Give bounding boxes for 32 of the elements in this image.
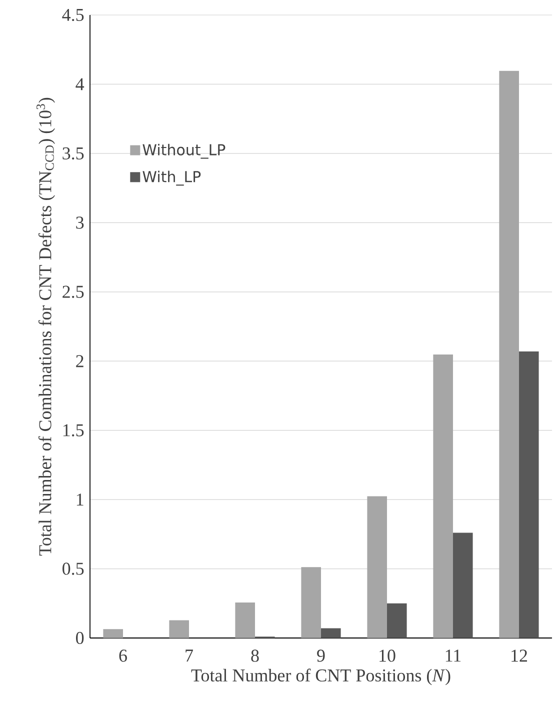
y-tick-label: 3.5 — [62, 147, 84, 160]
x-tick-label: 11 — [446, 650, 461, 662]
y-tick-label: 2 — [76, 355, 84, 368]
y-tick-label: 3 — [76, 216, 84, 229]
legend-label: Without_LP — [142, 144, 226, 159]
x-tick-label: 7 — [186, 650, 193, 662]
y-tick-label: 1 — [76, 494, 84, 506]
bar — [499, 70, 519, 638]
y-tick-label: 4.5 — [62, 8, 84, 22]
bar — [103, 629, 123, 638]
bar — [169, 620, 189, 638]
x-tick-label: 12 — [512, 650, 527, 662]
bar — [235, 602, 255, 638]
y-tick-label: 4 — [76, 78, 84, 90]
y-axis-title: Total Number of Combinations for CNT Defects (TN$_{CCD}$) (10$^{3}$) — [36, 98, 55, 556]
y-tick-label: 1.5 — [63, 424, 84, 436]
x-tick-label: 8 — [251, 650, 259, 662]
y-tick-label: 2.5 — [62, 286, 84, 298]
bar — [301, 567, 321, 638]
bar — [433, 354, 453, 638]
bar — [518, 351, 539, 638]
bar — [367, 496, 387, 638]
x-tick-label: 10 — [380, 650, 396, 662]
x-axis-title: Total Number of CNT Positions (N) — [191, 668, 450, 686]
x-tick-label: 6 — [119, 650, 127, 662]
y-tick-label: 0 — [76, 632, 84, 644]
bar — [452, 532, 473, 638]
legend-label: With_LP — [142, 170, 201, 186]
bar — [320, 628, 341, 638]
x-tick-label: 9 — [317, 650, 325, 662]
y-tick-label: 0.5 — [62, 562, 84, 575]
bar — [386, 603, 407, 638]
